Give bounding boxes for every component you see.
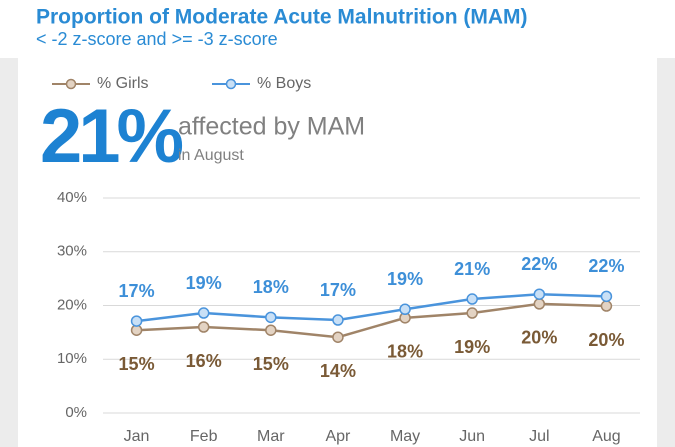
y-tick-label: 0% xyxy=(65,404,87,421)
series-line xyxy=(136,292,607,323)
data-label: 22% xyxy=(588,256,624,276)
data-label: 22% xyxy=(521,254,557,274)
chart-title: Proportion of Moderate Acute Malnutritio… xyxy=(36,6,528,29)
legend-label: % Boys xyxy=(257,75,311,92)
headline: 21% xyxy=(40,94,183,179)
data-label: 14% xyxy=(320,361,356,381)
data-label: 17% xyxy=(320,280,356,300)
point xyxy=(332,314,344,326)
x-tick-label: Feb xyxy=(190,428,218,445)
legend-marker xyxy=(65,78,77,90)
point xyxy=(197,321,210,333)
series-line xyxy=(136,302,607,339)
headline-subtext: in August xyxy=(178,147,244,164)
point xyxy=(399,303,411,316)
headline-text: affected by MAM xyxy=(178,113,365,141)
data-label: 21% xyxy=(454,259,490,279)
x-tick-label: May xyxy=(390,428,420,445)
point xyxy=(332,331,344,343)
legend-marker xyxy=(225,78,237,90)
point xyxy=(533,288,546,300)
data-label: 15% xyxy=(253,354,289,374)
point xyxy=(533,298,546,310)
data-label: 18% xyxy=(387,342,423,362)
point xyxy=(600,290,613,303)
data-label: 20% xyxy=(588,330,624,350)
y-tick-label: 20% xyxy=(57,296,87,313)
y-tick-label: 30% xyxy=(57,243,87,260)
x-tick-label: Jul xyxy=(529,428,549,445)
data-label: 20% xyxy=(521,328,557,348)
data-label: 18% xyxy=(253,277,289,297)
x-tick-label: Apr xyxy=(325,428,351,445)
point xyxy=(265,324,277,336)
point xyxy=(130,315,143,327)
point xyxy=(197,307,210,319)
y-tick-label: 40% xyxy=(57,189,87,206)
point xyxy=(466,307,478,319)
x-tick-label: Mar xyxy=(257,428,285,445)
point xyxy=(600,300,613,312)
data-label: 17% xyxy=(119,281,155,301)
x-tick-label: Jun xyxy=(459,428,485,445)
x-tick-label: Aug xyxy=(592,428,620,445)
point xyxy=(265,311,277,324)
data-label: 16% xyxy=(186,351,222,371)
chart-subtitle: < -2 z-score and >= -3 z-score xyxy=(36,29,278,49)
data-label: 19% xyxy=(454,337,490,357)
data-label: 19% xyxy=(387,269,423,289)
point xyxy=(466,293,478,305)
data-label: 19% xyxy=(186,273,222,293)
data-label: 15% xyxy=(119,354,155,374)
legend-label: % Girls xyxy=(97,75,149,92)
panel xyxy=(18,58,657,447)
x-tick-label: Jan xyxy=(124,428,150,445)
y-tick-label: 10% xyxy=(57,350,87,367)
